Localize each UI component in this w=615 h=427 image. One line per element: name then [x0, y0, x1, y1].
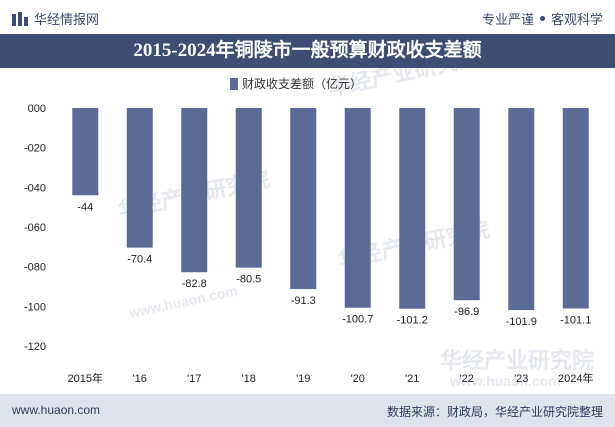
dot-icon	[539, 16, 545, 21]
data-label: -91.3	[291, 295, 316, 307]
data-label: -101.1	[560, 315, 591, 327]
x-tick-label: 2024年	[558, 371, 593, 385]
y-tick-label: -100	[24, 301, 46, 313]
x-tick-label: '22	[460, 373, 474, 385]
x-tick-label: '16	[133, 373, 147, 385]
data-label: -101.9	[506, 316, 537, 328]
bar	[508, 108, 535, 311]
y-tick-label: 000	[28, 103, 46, 115]
bar	[562, 108, 589, 309]
tagline-left: 专业严谨	[481, 12, 534, 27]
bar	[126, 108, 153, 248]
bar	[399, 108, 426, 309]
data-label: -96.9	[454, 306, 479, 318]
y-tick-label: -060	[24, 222, 46, 234]
brand-name: 华经情报网	[34, 12, 100, 27]
x-tick-label: '23	[514, 373, 528, 385]
watermark-url: www.huaon.com	[449, 373, 561, 389]
data-label: -101.2	[397, 315, 428, 327]
top-bar: 华经情报网 专业严谨 客观科学	[0, 0, 615, 34]
logo-icon	[12, 11, 28, 26]
bar-chart: 华经产业研究院 华经产业研究院 华经产业研究院 华经产业研究院 www.huao…	[24, 68, 594, 389]
data-label: -70.4	[127, 254, 152, 266]
x-tick-label: 2015年	[68, 371, 103, 385]
watermark-text: 华经产业研究院	[440, 348, 594, 373]
tagline-right: 客观科学	[550, 12, 603, 27]
y-tick-label: -020	[24, 143, 46, 155]
bar	[235, 108, 262, 268]
x-tick-label: '18	[242, 373, 256, 385]
y-tick-label: -080	[24, 262, 46, 274]
data-label: -44	[77, 201, 93, 213]
bar	[72, 108, 99, 196]
legend-swatch	[230, 78, 238, 90]
bar	[344, 108, 371, 308]
legend: 财政收支差额（亿元）	[230, 76, 362, 91]
x-tick-label: '20	[351, 373, 365, 385]
brand: 华经情报网	[12, 9, 99, 28]
data-label: -100.7	[342, 314, 373, 326]
x-tick-label: '19	[296, 373, 310, 385]
x-tick-label: '21	[405, 373, 419, 385]
x-tick-label: '17	[187, 373, 201, 385]
bar	[453, 108, 480, 301]
y-tick-label: -040	[24, 182, 46, 194]
footer: www.huaon.com 数据来源：财政局，华经产业研究院整理	[0, 394, 615, 427]
bar	[290, 108, 317, 290]
data-label: -82.8	[182, 278, 207, 290]
tagline: 专业严谨 客观科学	[482, 9, 603, 28]
y-tick-label: -120	[24, 341, 46, 353]
data-label: -80.5	[236, 274, 261, 286]
footer-url[interactable]: www.huaon.com	[12, 403, 101, 417]
bar	[181, 108, 208, 273]
data-source: 数据来源：财政局，华经产业研究院整理	[386, 405, 603, 419]
legend-label: 财政收支差额（亿元）	[242, 76, 362, 91]
chart-title: 2015-2024年铜陵市一般预算财政收支差额	[0, 34, 615, 68]
